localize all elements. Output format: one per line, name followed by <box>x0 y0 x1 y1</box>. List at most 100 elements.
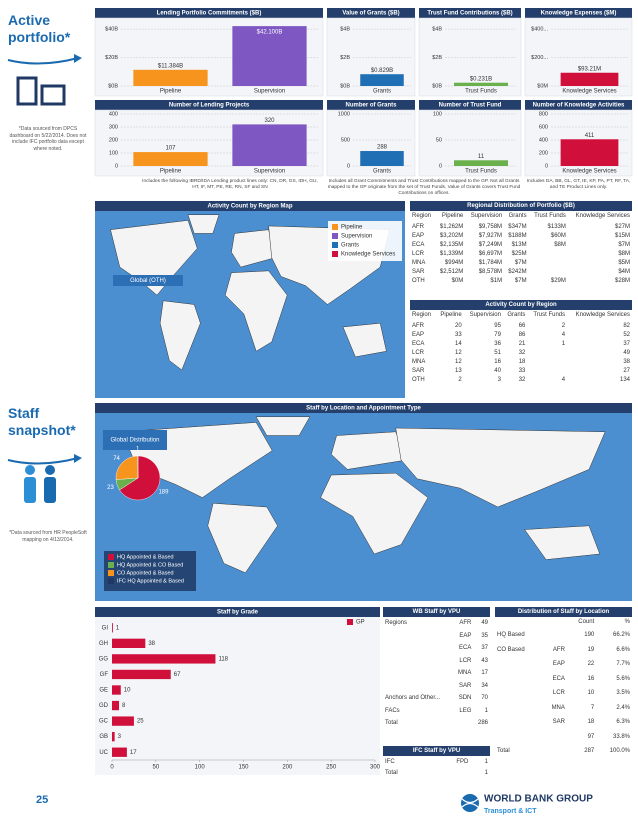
cell: 34 <box>481 682 488 689</box>
legend-swatch <box>332 251 338 257</box>
row: MNA 12 16 18 38 <box>410 357 632 366</box>
panel-header <box>419 100 521 110</box>
y-tick-label: 800 <box>539 111 548 117</box>
cell: 36 <box>494 340 501 347</box>
cell <box>383 630 453 643</box>
table-title: Regional Distribution of Portfolio ($B) <box>410 201 632 211</box>
cell <box>527 357 567 366</box>
y-tick-label: $0B <box>340 83 350 89</box>
y-tick-label: GC <box>99 719 109 725</box>
row: MNA 17 <box>383 667 490 680</box>
chart-note: Includes all Grant Commitments and Trust… <box>327 179 521 196</box>
cell: ECA <box>412 340 425 347</box>
cell: EAP <box>412 331 425 338</box>
row: EAP 22 7.7% <box>495 657 632 672</box>
table-title: WB Staff by VPU <box>383 607 490 617</box>
data-label: 288 <box>377 145 388 151</box>
pie-title: Global Distribution <box>110 438 159 444</box>
cell <box>495 672 541 687</box>
cell: 37 <box>623 340 630 347</box>
map-land <box>255 416 311 436</box>
x-tick-label: Knowledge Services <box>562 89 616 95</box>
x-tick-label: Pipeline <box>160 89 182 95</box>
logo-lines <box>461 798 479 808</box>
x-tick-label: Pipeline <box>160 169 182 175</box>
bar <box>112 623 113 633</box>
map-land <box>224 270 288 352</box>
arrow-head <box>74 454 82 463</box>
x-tick-label: Supervision <box>254 169 285 175</box>
y-tick-label: $200... <box>531 55 548 61</box>
x-tick-label: Grants <box>373 169 391 175</box>
cell: 35 <box>481 632 488 639</box>
data-label: 67 <box>174 672 181 678</box>
cell: AFR <box>459 620 472 627</box>
cell: $133M <box>547 223 566 230</box>
cell: 7.7% <box>616 661 630 668</box>
row: LCR 10 3.5% <box>495 686 632 701</box>
row: SAR 13 40 33 27 <box>410 366 632 375</box>
doc-icon <box>16 76 38 106</box>
cell: $28M <box>614 277 630 284</box>
cell: MNA <box>412 358 426 365</box>
cell: $0M <box>451 277 464 284</box>
cell: 33 <box>518 367 526 374</box>
cell: $7M <box>514 277 527 284</box>
y-tick-label: GF <box>100 672 109 678</box>
row: 97 33.8% <box>495 730 632 745</box>
cell: 79 <box>494 331 501 338</box>
bar <box>360 151 404 166</box>
bar <box>232 124 307 166</box>
cell: $7,927M <box>478 232 503 239</box>
y-tick-label: 500 <box>341 137 350 143</box>
row: AFR $1,262M $9,758M $347M $133M $27M <box>410 222 632 231</box>
cell: FPD <box>456 758 469 765</box>
header-cell: Grants <box>508 213 527 219</box>
table-panel: Activity Count by Region Region Pipeline Su… <box>410 300 632 384</box>
data-label: 107 <box>165 146 176 152</box>
cell <box>529 249 568 258</box>
x-tick-label: Trust Funds <box>465 89 497 95</box>
y-tick-label: 400 <box>539 137 548 143</box>
table-title: IFC Staff by VPU <box>383 746 490 756</box>
pie-title-box <box>103 430 167 450</box>
cell <box>428 767 471 778</box>
cell: 51 <box>494 349 501 356</box>
x-tick-label: Trust Funds <box>465 169 497 175</box>
bar <box>560 139 619 166</box>
cell: 3.5% <box>616 690 630 697</box>
row: MNA 7 2.4% <box>495 701 632 716</box>
map-land <box>524 525 601 560</box>
cell: SAR <box>412 268 425 275</box>
cell: $6,697M <box>478 250 503 257</box>
cell: FACs <box>385 707 400 714</box>
cell: 14 <box>455 340 462 347</box>
x-tick-label: Supervision <box>254 89 285 95</box>
data-label: 25 <box>137 719 144 725</box>
cell: 10 <box>587 690 595 697</box>
y-tick-label: $0B <box>432 83 442 89</box>
header-row: Region Pipeline Supervision Grants Trust Fun… <box>410 211 632 222</box>
cell: 97 <box>587 733 595 740</box>
row: SAR 18 6.3% <box>495 715 632 730</box>
data-label: 38 <box>148 641 155 647</box>
cell: MNA <box>551 704 565 711</box>
cell: 32 <box>518 349 526 356</box>
map-land <box>342 322 387 358</box>
cell: OTH <box>412 277 425 284</box>
cell: 1 <box>484 758 488 765</box>
cell: Total <box>497 748 510 755</box>
bar <box>560 72 619 86</box>
table: Region Pipeline Supervision Grants Trust Fun… <box>410 211 632 285</box>
cell: 4 <box>561 376 566 383</box>
bar <box>454 82 508 86</box>
x-tick-label: 0 <box>110 765 114 771</box>
header-cell: Count <box>578 619 595 625</box>
global-box <box>113 275 183 286</box>
cell <box>383 667 453 680</box>
cell: ECA <box>412 241 425 248</box>
row: MNA $994M $1,784M $7M $5M <box>410 258 632 267</box>
cell: $13M <box>511 241 527 248</box>
arrow-icon <box>7 457 79 465</box>
cell: $4M <box>618 268 630 275</box>
